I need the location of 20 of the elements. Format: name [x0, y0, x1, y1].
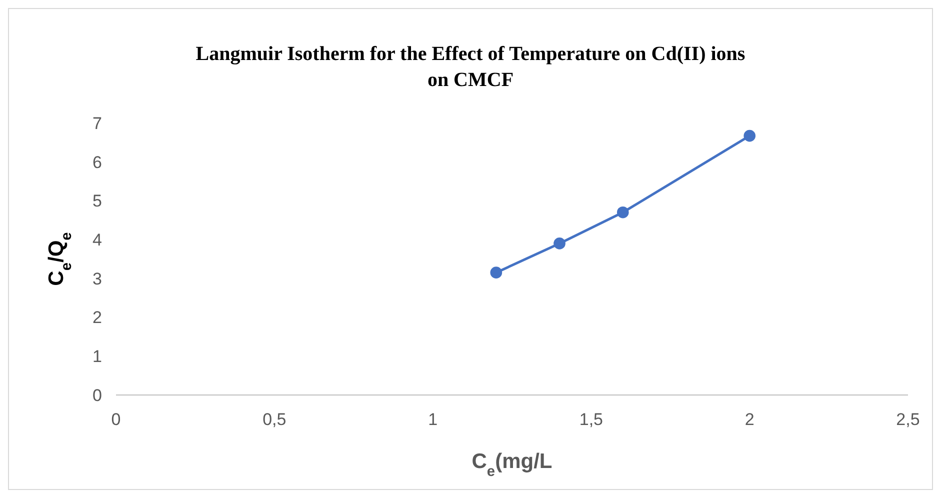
y-tick-label: 1 [92, 347, 102, 366]
y-tick-label: 3 [92, 269, 102, 288]
x-tick-label: 0,5 [262, 410, 286, 429]
point [490, 266, 502, 279]
point [616, 206, 629, 218]
x-axis-title: C$_{e}$(mg/L [472, 450, 552, 480]
y-tick-label: 2 [92, 308, 102, 328]
x-tick-label: 2,5 [896, 410, 920, 429]
point [744, 130, 756, 142]
y-tick-label: 0 [92, 386, 102, 405]
x-tick-label: 2 [744, 410, 754, 429]
x-tick-label: 1 [428, 410, 438, 429]
y-tick-label: 6 [92, 152, 102, 172]
chart-title: Langmuir Isotherm for the Effect of Temperature on Cd(II) ions on CMCF [196, 43, 746, 91]
y-tick-label: 5 [92, 192, 102, 211]
x-tick-label: 0 [111, 410, 121, 429]
y-tick-label: 7 [92, 114, 102, 133]
x-tick-label: 1,5 [579, 410, 604, 429]
y-tick-label: 4 [92, 230, 102, 250]
point [554, 238, 566, 250]
